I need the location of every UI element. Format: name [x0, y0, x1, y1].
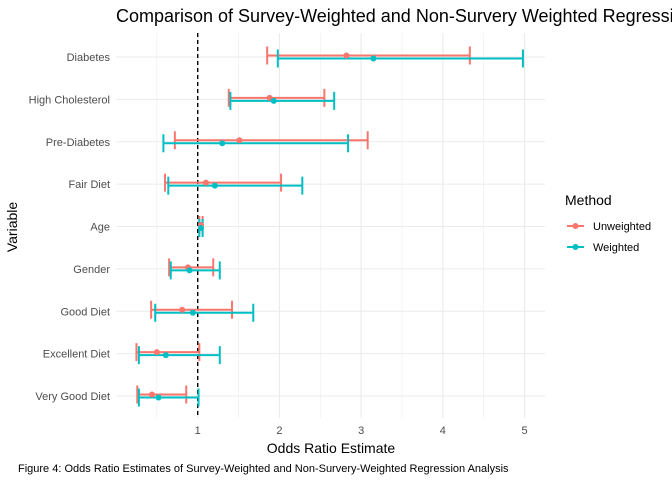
y-tick-label: Fair Diet — [68, 179, 110, 191]
legend: Method Unweighted Weighted — [565, 192, 651, 254]
estimate-point — [211, 182, 218, 189]
estimate-point — [219, 140, 226, 147]
estimate-point — [236, 137, 243, 144]
y-tick-label: High Cholesterol — [29, 94, 110, 106]
legend-key-point — [572, 244, 579, 250]
figure-caption: Figure 4: Odds Ratio Estimates of Survey… — [18, 463, 509, 475]
estimate-point — [153, 349, 160, 356]
y-tick-label: Excellent Diet — [43, 349, 110, 361]
x-tick-label: 2 — [276, 425, 282, 437]
estimate-point — [343, 52, 350, 59]
y-tick-label: Gender — [73, 264, 110, 276]
estimate-point — [270, 97, 277, 104]
y-tick-label: Pre-Diabetes — [46, 137, 111, 149]
x-axis-label: Odds Ratio Estimate — [267, 440, 396, 456]
legend-label: Weighted — [593, 242, 639, 254]
y-tick-label: Very Good Diet — [35, 391, 110, 403]
x-tick-label: 5 — [522, 425, 528, 437]
estimate-point — [148, 391, 155, 398]
legend-title: Method — [565, 192, 612, 208]
estimate-point — [197, 225, 204, 231]
y-tick-label: Good Diet — [60, 306, 110, 318]
y-axis-label: Variable — [4, 202, 20, 253]
estimate-point — [179, 306, 186, 313]
y-axis-ticks: Diabetes High Cholesterol Pre-Diabetes Fair… — [29, 52, 111, 403]
estimate-point — [162, 352, 169, 359]
estimate-point — [370, 55, 377, 62]
x-tick-label: 1 — [195, 425, 201, 437]
chart-title: Comparison of Survey-Weighted and Non-Su… — [116, 6, 672, 26]
estimate-point — [186, 267, 193, 274]
legend-label: Unweighted — [593, 221, 651, 233]
x-axis-ticks: 1 2 3 4 5 — [195, 425, 528, 437]
estimate-point — [155, 394, 162, 401]
y-tick-label: Age — [90, 222, 110, 234]
estimate-point — [189, 309, 196, 316]
x-tick-label: 4 — [440, 425, 446, 437]
y-tick-label: Diabetes — [67, 52, 111, 64]
estimate-point — [202, 179, 209, 186]
series-unweighted — [135, 46, 471, 404]
x-tick-label: 3 — [358, 425, 364, 437]
legend-key-point — [572, 223, 579, 229]
data-marks — [135, 46, 524, 407]
